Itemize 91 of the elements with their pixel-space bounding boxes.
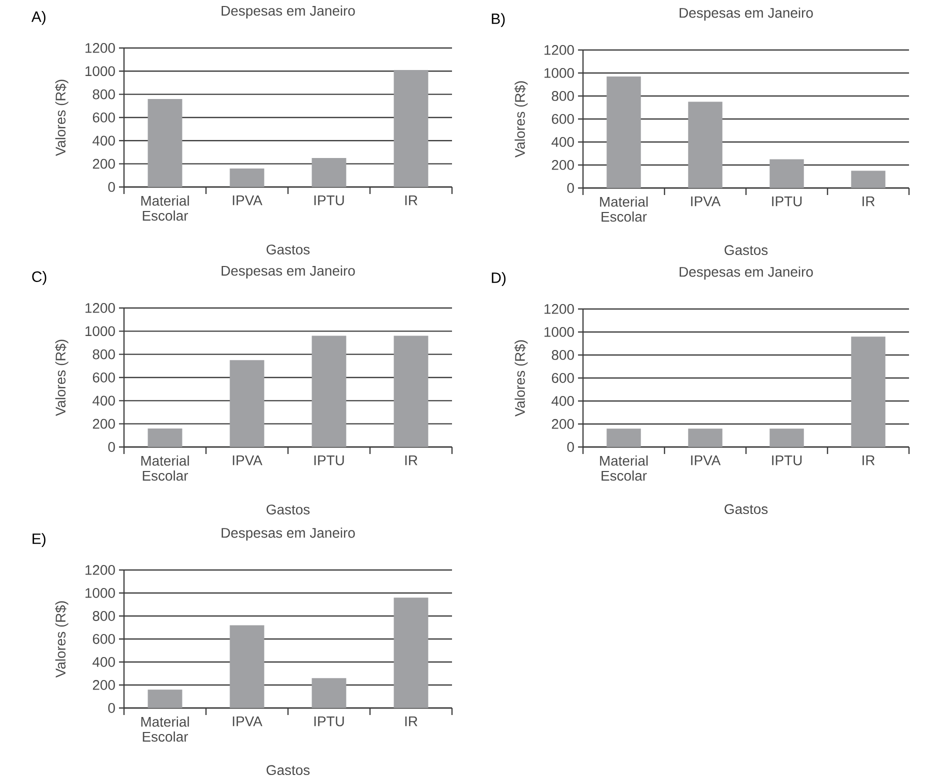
y-tick-label: 400 [552, 137, 574, 147]
x-tick-label: IR [405, 196, 418, 206]
y-axis-title: Valores (R$) [55, 340, 68, 416]
y-tick-label: 800 [552, 350, 574, 360]
x-tick-label: IPTU [772, 196, 802, 206]
chart-title: Despesas em Janeiro [680, 266, 813, 280]
y-tick-label: 1200 [86, 43, 115, 53]
y-tick-label: 1000 [86, 66, 115, 76]
x-tick-label: IPVA [232, 716, 262, 726]
y-tick-label: 1200 [544, 45, 574, 55]
y-tick-label: 0 [108, 703, 115, 713]
y-tick-label: 1200 [86, 303, 115, 313]
x-tick-label: Material Escolar [141, 456, 189, 481]
bar [230, 168, 264, 187]
bar [770, 159, 804, 188]
x-axis-title: Gastos [266, 765, 310, 776]
bar [312, 158, 346, 187]
bar [312, 336, 346, 447]
y-tick-label: 1200 [86, 565, 115, 575]
y-tick-label: 200 [552, 419, 574, 429]
x-tick-label: IPVA [232, 196, 262, 206]
y-axis-title: Valores (R$) [55, 601, 68, 678]
y-tick-label: 600 [552, 373, 574, 383]
x-tick-label: IR [862, 196, 875, 206]
y-tick-label: 1200 [544, 304, 574, 314]
x-tick-label: Material Escolar [600, 456, 648, 481]
y-tick-label: 600 [92, 372, 115, 382]
bar [230, 625, 264, 708]
x-tick-label: IR [405, 456, 418, 466]
x-axis-title: Gastos [724, 504, 768, 514]
x-axis-title: Gastos [266, 244, 310, 254]
x-tick-label: IPTU [314, 196, 344, 206]
chart-title: Despesas em Janeiro [222, 528, 355, 541]
y-tick-label: 800 [552, 91, 574, 101]
y-tick-label: 200 [92, 158, 115, 169]
x-tick-label: IPVA [691, 196, 721, 206]
x-tick-label: Material Escolar [141, 716, 189, 742]
y-tick-label: 1000 [86, 326, 115, 336]
bar [606, 76, 641, 188]
text: C) [32, 271, 46, 285]
bar [230, 360, 264, 447]
y-axis-title: Valores (R$) [55, 80, 68, 156]
y-tick-label: 0 [108, 442, 115, 452]
y-tick-label: 1000 [544, 327, 574, 337]
x-tick-label: IR [862, 456, 875, 466]
y-tick-label: 800 [92, 89, 115, 100]
text: E) [32, 533, 46, 548]
y-tick-label: 400 [92, 396, 115, 406]
text: D) [492, 272, 506, 286]
y-tick-label: 800 [92, 611, 115, 621]
chart-title: Despesas em Janeiro [222, 265, 355, 278]
y-tick-label: 600 [552, 114, 574, 124]
y-axis-title: Valores (R$) [514, 340, 528, 417]
y-tick-label: 1000 [544, 68, 574, 78]
x-tick-label: Material Escolar [600, 196, 648, 222]
x-axis-title: Gastos [724, 245, 768, 256]
x-tick-label: Material Escolar [141, 196, 189, 221]
y-tick-label: 400 [92, 136, 115, 146]
y-tick-label: 400 [92, 657, 115, 667]
x-tick-label: IPVA [232, 456, 262, 466]
bar [394, 70, 428, 187]
y-tick-label: 1000 [86, 588, 115, 598]
y-tick-label: 200 [92, 680, 115, 690]
text: A) [31, 11, 46, 25]
y-tick-label: 600 [92, 112, 115, 122]
bar [394, 598, 428, 708]
bar [148, 98, 182, 187]
y-tick-label: 200 [92, 418, 115, 429]
bar [148, 428, 182, 447]
y-tick-label: 600 [92, 634, 115, 644]
y-tick-label: 200 [552, 160, 574, 170]
y-tick-label: 0 [567, 442, 574, 452]
bar [312, 678, 346, 708]
chart-title: Despesas em Janeiro [222, 5, 355, 18]
x-axis-title: Gastos [266, 504, 310, 514]
x-tick-label: IPTU [772, 456, 802, 466]
y-tick-label: 0 [108, 182, 115, 192]
chart-title: Despesas em Janeiro [680, 8, 813, 21]
y-tick-label: 400 [552, 396, 574, 406]
bar [688, 102, 722, 188]
y-tick-label: 800 [92, 349, 115, 360]
y-axis-title: Valores (R$) [514, 81, 528, 158]
bar [148, 690, 182, 708]
bar [851, 170, 886, 188]
x-tick-label: IPTU [314, 716, 344, 726]
text: B) [492, 13, 505, 28]
x-tick-label: IPTU [314, 456, 344, 466]
x-tick-label: IR [405, 716, 418, 726]
bar [394, 336, 428, 447]
y-tick-label: 0 [567, 183, 574, 193]
x-tick-label: IPVA [691, 456, 721, 466]
